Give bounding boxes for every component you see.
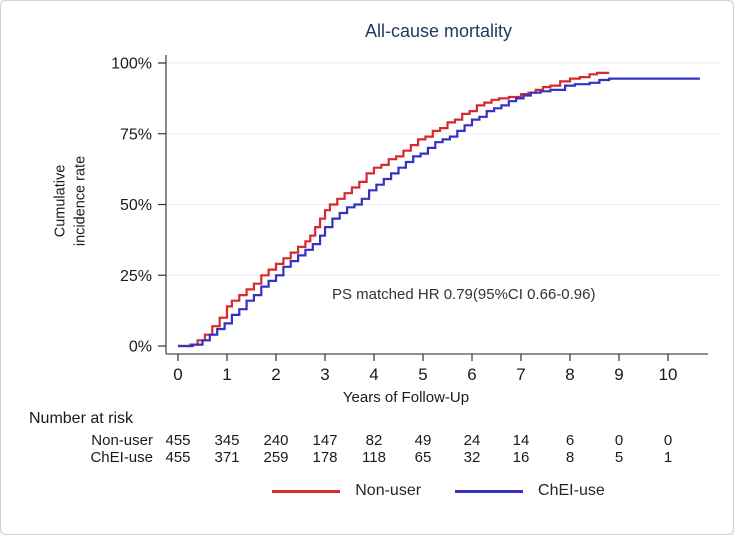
chart-title: All-cause mortality xyxy=(364,21,513,41)
series-curve-Non-user xyxy=(178,71,610,348)
x-tick-label: 10 xyxy=(659,365,678,384)
risk-count: 5 xyxy=(614,449,624,466)
risk-table-header: Number at risk xyxy=(29,410,134,427)
risk-count: 455 xyxy=(165,432,191,449)
risk-count: 0 xyxy=(663,432,673,449)
risk-count: 147 xyxy=(312,432,338,449)
risk-count: 455 xyxy=(165,449,191,466)
risk-count: 82 xyxy=(365,432,383,449)
x-tick-label: 4 xyxy=(369,365,378,384)
x-tick-label: 9 xyxy=(614,365,623,384)
km-plot-canvas: 0% 25% 50% 75% 100% 0 1 2 3 4 5 6 7 8 9 10 xyxy=(111,55,721,384)
x-tick-label: 5 xyxy=(418,365,427,384)
legend-line-swatch xyxy=(455,489,524,493)
risk-count: 8 xyxy=(565,449,575,466)
legend-label: ChEI-use xyxy=(538,482,605,499)
legend: Non-user ChEI-use xyxy=(166,480,711,502)
legend-item-Non-user: Non-user xyxy=(272,482,421,500)
risk-count: 345 xyxy=(214,432,240,449)
x-tick-label: 1 xyxy=(222,365,231,384)
legend-item-ChEI-use: ChEI-use xyxy=(455,482,605,500)
y-tick-label: 75% xyxy=(120,126,152,143)
y-tick-label: 50% xyxy=(120,197,152,214)
x-tick-label: 8 xyxy=(565,365,574,384)
x-axis-label: Years of Follow-Up xyxy=(342,389,470,406)
risk-count: 6 xyxy=(565,432,575,449)
legend-label: Non-user xyxy=(355,482,422,499)
risk-count: 371 xyxy=(214,449,240,466)
x-tick-label: 0 xyxy=(173,365,182,384)
risk-count: 49 xyxy=(414,432,432,449)
risk-count: 32 xyxy=(463,449,481,466)
risk-count: 16 xyxy=(512,449,530,466)
y-tick-label: 0% xyxy=(129,339,152,356)
series-curve-ChEI-use xyxy=(178,77,700,348)
hr-annotation: PS matched HR 0.79(95%CI 0.66-0.96) xyxy=(332,286,596,303)
risk-count: 24 xyxy=(463,432,481,449)
x-tick-label: 6 xyxy=(467,365,476,384)
risk-count: 65 xyxy=(414,449,432,466)
risk-count: 259 xyxy=(263,449,289,466)
risk-count: 0 xyxy=(614,432,624,449)
risk-count: 118 xyxy=(362,449,386,466)
risk-count: 240 xyxy=(263,432,289,449)
x-tick-label: 3 xyxy=(320,365,329,384)
y-tick-label: 25% xyxy=(120,268,152,285)
legend-line-swatch xyxy=(272,489,341,493)
risk-count: 14 xyxy=(512,432,530,449)
risk-row-label: Non-user xyxy=(91,432,153,449)
y-tick-label: 100% xyxy=(111,56,152,73)
risk-count: 178 xyxy=(312,449,338,466)
x-tick-label: 7 xyxy=(516,365,525,384)
x-tick-label: 2 xyxy=(271,365,280,384)
risk-row-label: ChEI-use xyxy=(90,449,153,466)
risk-count: 1 xyxy=(663,449,673,466)
